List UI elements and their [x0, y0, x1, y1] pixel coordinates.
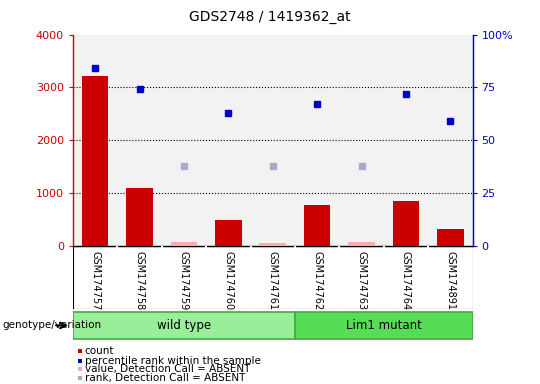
Text: GSM174757: GSM174757: [90, 251, 100, 310]
Text: GSM174764: GSM174764: [401, 251, 411, 310]
Text: GSM174761: GSM174761: [268, 251, 278, 310]
Text: GSM174759: GSM174759: [179, 251, 189, 310]
Bar: [295, 312, 472, 339]
Text: GSM174891: GSM174891: [446, 251, 455, 310]
Bar: [393, 201, 419, 246]
Text: wild type: wild type: [157, 319, 211, 332]
Text: GSM174763: GSM174763: [356, 251, 367, 310]
Text: GSM174758: GSM174758: [134, 251, 145, 310]
Bar: [126, 188, 153, 246]
Text: percentile rank within the sample: percentile rank within the sample: [85, 356, 261, 366]
Bar: [259, 243, 286, 246]
Bar: [171, 242, 197, 246]
Text: GSM174762: GSM174762: [312, 251, 322, 310]
Text: rank, Detection Call = ABSENT: rank, Detection Call = ABSENT: [85, 373, 245, 383]
Bar: [348, 242, 375, 246]
Text: genotype/variation: genotype/variation: [3, 320, 102, 331]
Text: GDS2748 / 1419362_at: GDS2748 / 1419362_at: [189, 10, 351, 23]
Bar: [437, 229, 464, 246]
Text: count: count: [85, 346, 114, 356]
Text: GSM174760: GSM174760: [224, 251, 233, 310]
Bar: [304, 205, 330, 246]
Bar: [82, 76, 109, 246]
Bar: [215, 220, 241, 246]
Bar: [73, 312, 295, 339]
Text: Lim1 mutant: Lim1 mutant: [346, 319, 422, 332]
Text: value, Detection Call = ABSENT: value, Detection Call = ABSENT: [85, 364, 250, 374]
